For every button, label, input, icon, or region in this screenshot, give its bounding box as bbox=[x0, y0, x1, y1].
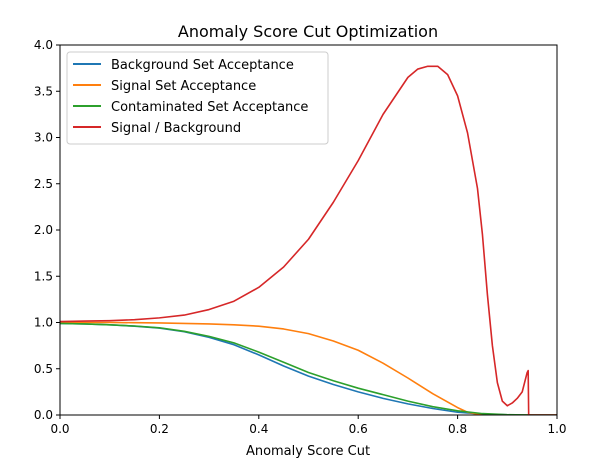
chart-title: Anomaly Score Cut Optimization bbox=[178, 22, 438, 41]
y-tick-label: 2.0 bbox=[34, 223, 53, 237]
y-tick-label: 4.0 bbox=[34, 38, 53, 52]
legend-box bbox=[66, 51, 329, 145]
series-layer bbox=[60, 65, 557, 415]
y-tick-label: 0.0 bbox=[34, 408, 53, 422]
y-tick-label: 1.5 bbox=[34, 269, 53, 283]
x-axis: 0.0 0.2 0.4 0.6 0.8 1.0 bbox=[50, 415, 567, 436]
legend-entry-label: Contaminated Set Acceptance bbox=[111, 100, 308, 115]
y-tick-label: 3.5 bbox=[34, 84, 53, 98]
legend-entry-label: Background Set Acceptance bbox=[111, 58, 294, 73]
x-tick-label: 0.0 bbox=[50, 422, 69, 436]
x-tick-label: 0.8 bbox=[448, 422, 467, 436]
y-tick-label: 2.5 bbox=[34, 177, 53, 191]
x-axis-label: Anomaly Score Cut bbox=[246, 444, 370, 459]
y-tick-label: 1.0 bbox=[34, 316, 53, 330]
x-tick-label: 0.2 bbox=[150, 422, 169, 436]
legend-entry-label: Signal / Background bbox=[111, 121, 241, 136]
series-line-4 bbox=[60, 65, 557, 415]
legend: Background Set Acceptance Signal Set Acce… bbox=[66, 51, 329, 145]
y-tick-label: 3.0 bbox=[34, 131, 53, 145]
x-tick-label: 1.0 bbox=[547, 422, 566, 436]
y-tick-label: 0.5 bbox=[34, 362, 53, 376]
x-tick-label: 0.4 bbox=[249, 422, 268, 436]
x-tick-label: 0.6 bbox=[349, 422, 368, 436]
series-line-3 bbox=[60, 322, 557, 415]
y-axis: 0.0 0.5 1.0 1.5 2.0 2.5 3.0 3.5 4.0 bbox=[34, 38, 60, 422]
series-line-2 bbox=[60, 321, 557, 415]
legend-entry-label: Signal Set Acceptance bbox=[111, 79, 256, 94]
